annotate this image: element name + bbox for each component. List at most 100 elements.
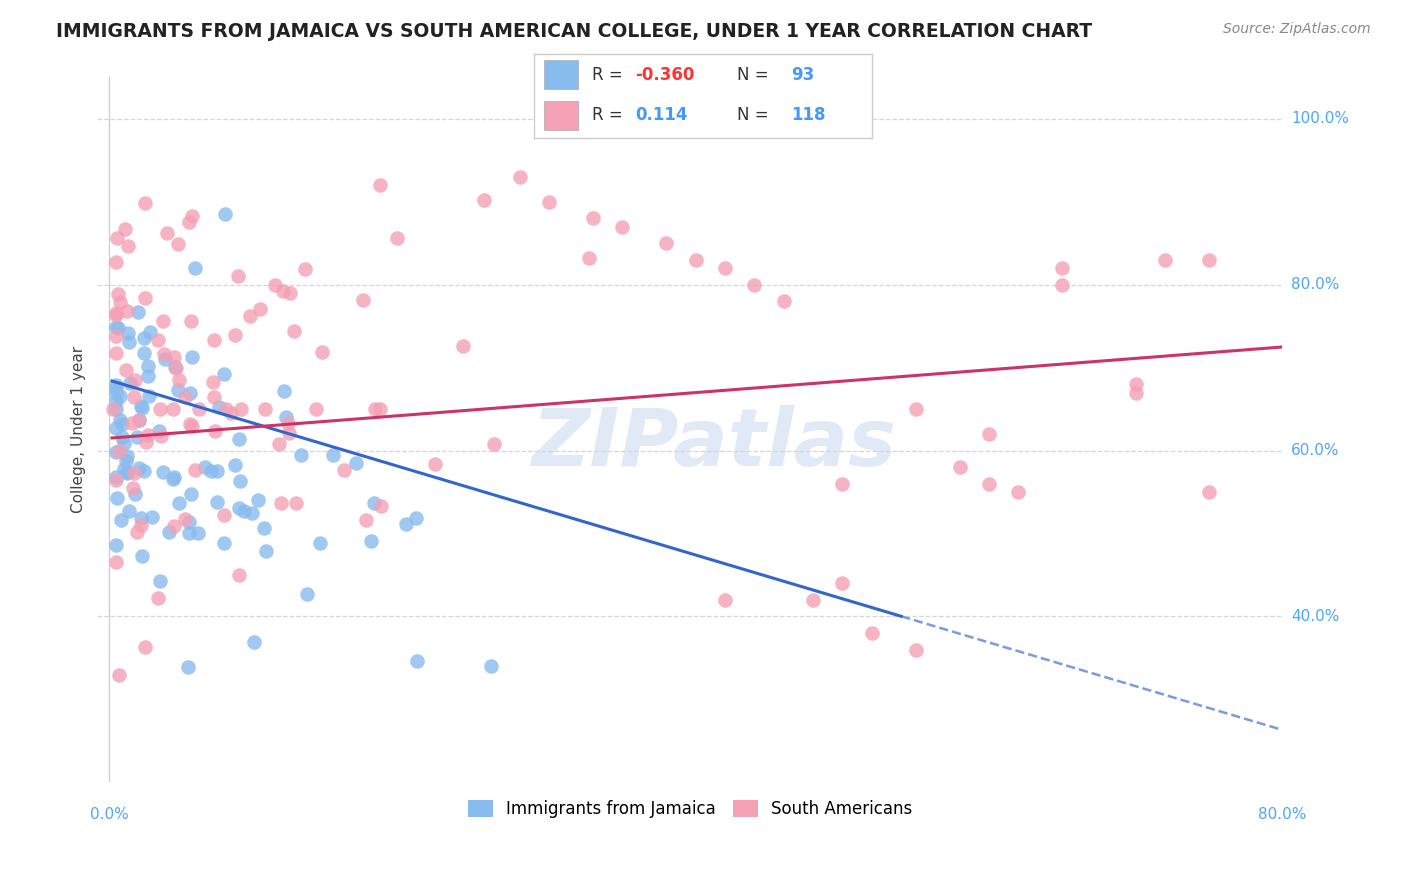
Point [229,402,252,417]
Point [1052,277,1074,292]
Point [180,209,202,223]
Point [274,409,297,424]
Point [284,496,307,510]
Point [277,416,299,430]
Point [714,593,737,607]
Point [273,384,295,398]
Point [105,308,128,322]
Point [509,169,531,184]
Point [105,470,128,484]
Point [152,346,174,360]
Point [174,511,197,525]
Point [385,231,408,245]
Point [179,385,201,400]
Point [278,426,301,441]
Point [311,344,333,359]
Point [208,401,231,415]
Point [125,525,148,540]
Point [149,574,172,588]
Point [107,320,129,334]
Point [105,255,128,269]
Point [979,427,1001,442]
Point [129,517,152,532]
Point [363,496,385,510]
Point [174,390,197,404]
Point [114,222,136,236]
Point [129,399,152,413]
Point [207,464,229,478]
Point [283,324,305,338]
Point [263,278,285,293]
Point [177,660,200,674]
Point [228,269,250,284]
Text: 80.0%: 80.0% [1291,277,1339,293]
Point [148,424,170,438]
Point [120,376,142,391]
Point [105,385,128,400]
Point [125,430,148,444]
Point [124,374,146,388]
Point [115,363,138,377]
Point [103,402,125,417]
Point [136,359,159,374]
Point [370,178,392,192]
Point [105,320,128,334]
Point [128,461,150,475]
Point [162,402,184,417]
Point [243,635,266,649]
Point [127,304,149,318]
Point [612,219,634,234]
Point [406,654,429,668]
Point [129,510,152,524]
Point [139,326,162,340]
Point [146,591,169,605]
Point [134,640,156,654]
Point [685,252,707,267]
Point [240,506,263,520]
Point [115,466,138,480]
Point [152,466,174,480]
Point [118,334,141,349]
Point [188,402,211,417]
Point [860,626,883,640]
Text: R =: R = [592,66,627,84]
Point [949,460,972,475]
Point [165,360,187,375]
Point [155,352,177,367]
Point [128,413,150,427]
Point [180,486,202,500]
Point [360,533,382,548]
Point [200,464,222,478]
Point [187,525,209,540]
Point [115,304,138,318]
Point [322,448,344,462]
Point [132,346,155,360]
Text: R =: R = [592,106,633,124]
Point [105,329,128,343]
Point [352,293,374,307]
Text: IMMIGRANTS FROM JAMAICA VS SOUTH AMERICAN COLLEGE, UNDER 1 YEAR CORRELATION CHAR: IMMIGRANTS FROM JAMAICA VS SOUTH AMERICA… [56,22,1092,41]
Text: 80.0%: 80.0% [1258,807,1306,822]
Point [1198,485,1220,500]
Point [229,475,252,489]
Text: 100.0%: 100.0% [1291,112,1348,127]
Point [214,402,236,417]
Point [179,515,201,529]
Point [117,326,139,340]
Point [180,314,202,328]
Point [112,436,135,450]
Point [270,496,292,510]
Point [204,424,226,438]
Point [219,406,242,420]
Point [114,454,136,468]
Legend: Immigrants from Jamaica, South Americans: Immigrants from Jamaica, South Americans [461,793,918,825]
Point [578,251,600,265]
Point [214,207,236,221]
Point [309,536,332,550]
Text: 118: 118 [790,106,825,124]
Point [479,659,502,673]
Point [105,444,128,458]
Point [115,449,138,463]
Text: 40.0%: 40.0% [1291,609,1339,624]
Point [128,413,150,427]
